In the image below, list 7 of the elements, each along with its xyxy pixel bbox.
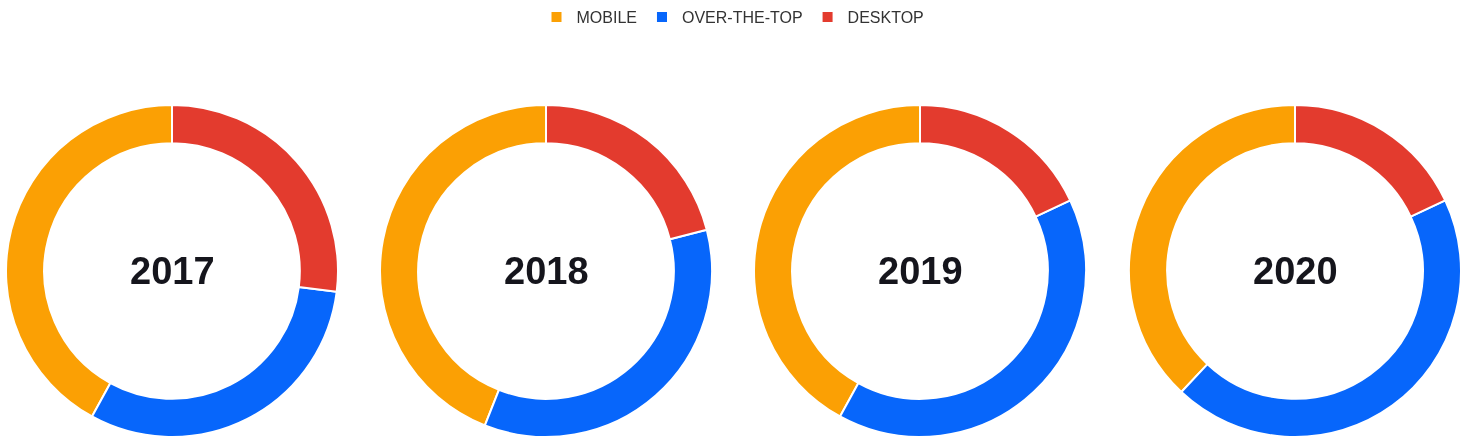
slice-label: 2018 [504, 250, 589, 292]
slice-label: 2020 [1253, 250, 1338, 292]
legend-label: OVER-THE-TOP [681, 9, 803, 27]
legend-label: MOBILE [576, 9, 637, 27]
legend-label: DESKTOP [847, 9, 924, 27]
slice-label: 2019 [878, 250, 963, 292]
slice-label: 2017 [130, 250, 215, 292]
